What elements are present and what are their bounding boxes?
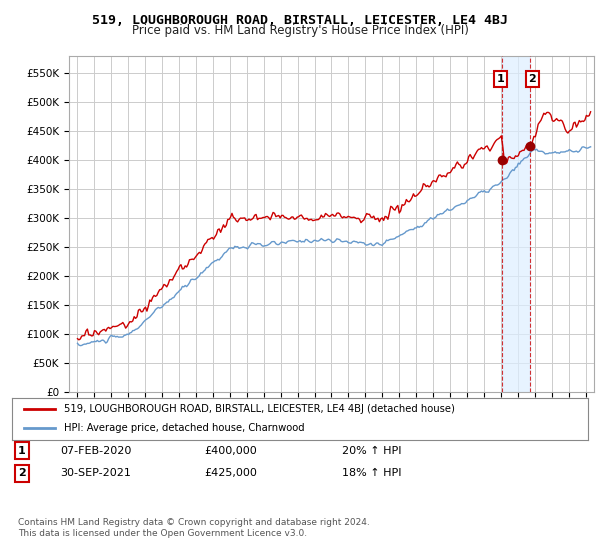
Text: £425,000: £425,000	[204, 468, 257, 478]
Text: 07-FEB-2020: 07-FEB-2020	[60, 446, 131, 456]
Text: 519, LOUGHBOROUGH ROAD, BIRSTALL, LEICESTER, LE4 4BJ: 519, LOUGHBOROUGH ROAD, BIRSTALL, LEICES…	[92, 14, 508, 27]
Text: 18% ↑ HPI: 18% ↑ HPI	[342, 468, 401, 478]
Text: £400,000: £400,000	[204, 446, 257, 456]
Text: 2: 2	[529, 74, 536, 84]
Text: Contains HM Land Registry data © Crown copyright and database right 2024.
This d: Contains HM Land Registry data © Crown c…	[18, 518, 370, 538]
Text: 1: 1	[497, 74, 505, 84]
Bar	[502, 56, 530, 392]
Text: HPI: Average price, detached house, Charnwood: HPI: Average price, detached house, Char…	[64, 423, 304, 433]
Text: Price paid vs. HM Land Registry's House Price Index (HPI): Price paid vs. HM Land Registry's House …	[131, 24, 469, 37]
Text: 2: 2	[18, 468, 26, 478]
Text: 519, LOUGHBOROUGH ROAD, BIRSTALL, LEICESTER, LE4 4BJ (detached house): 519, LOUGHBOROUGH ROAD, BIRSTALL, LEICES…	[64, 404, 455, 414]
Text: 30-SEP-2021: 30-SEP-2021	[60, 468, 131, 478]
Text: 20% ↑ HPI: 20% ↑ HPI	[342, 446, 401, 456]
Text: 1: 1	[18, 446, 26, 456]
